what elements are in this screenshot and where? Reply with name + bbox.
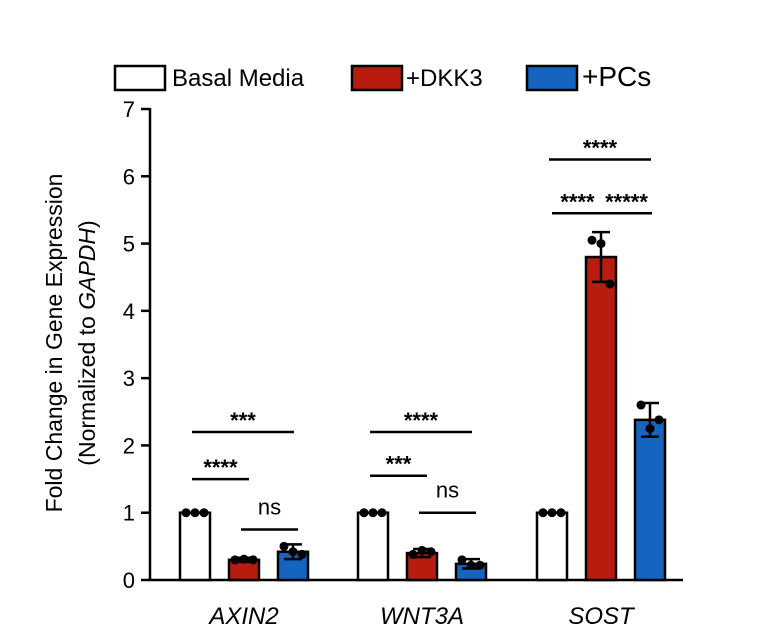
y-axis-label-line1: Fold Change in Gene Expression <box>41 174 67 513</box>
data-point <box>596 239 606 249</box>
y-tick-label: 2 <box>123 433 135 458</box>
legend-label: +DKK3 <box>406 65 483 92</box>
significance-label: **** <box>203 455 238 480</box>
data-point <box>466 560 476 570</box>
data-point <box>426 547 436 557</box>
data-point <box>645 424 655 434</box>
significance-label: **** <box>560 189 595 214</box>
x-tick-label: AXIN2 <box>207 603 278 630</box>
data-point <box>538 508 548 518</box>
bar <box>633 418 667 582</box>
data-point <box>457 555 467 565</box>
data-point <box>475 560 485 570</box>
significance-label: ***** <box>605 189 648 214</box>
data-point <box>239 554 249 564</box>
data-point <box>654 415 664 425</box>
data-point <box>230 555 240 565</box>
data-point <box>199 508 209 518</box>
y-tick-label: 0 <box>123 568 135 593</box>
y-tick-label: 3 <box>123 366 135 391</box>
legend-swatch <box>350 64 404 92</box>
data-point <box>417 545 427 555</box>
y-tick-label: 6 <box>123 164 135 189</box>
significance-annotations: *******ns*******ns******** ***** <box>192 135 652 531</box>
bar <box>535 511 569 582</box>
legend-swatch <box>113 64 167 92</box>
y-tick-label: 7 <box>123 97 135 122</box>
y-tick-label: 5 <box>123 232 135 257</box>
data-point <box>190 508 200 518</box>
legend-label: +PCs <box>582 61 651 92</box>
significance-label: *** <box>230 408 256 433</box>
y-axis-label-prefix: (Normalized to <box>74 310 100 466</box>
bars <box>178 230 667 582</box>
data-point <box>297 549 307 559</box>
data-point <box>279 541 289 551</box>
y-tick-label: 1 <box>123 501 135 526</box>
y-tick-label: 4 <box>123 299 135 324</box>
data-point <box>547 508 557 518</box>
data-point <box>181 508 191 518</box>
data-point <box>636 400 646 410</box>
significance-label: **** <box>583 135 618 160</box>
data-point <box>408 549 418 559</box>
y-axis-label-line2: (Normalized to GAPDH) <box>74 220 100 465</box>
significance-label: *** <box>386 452 412 477</box>
data-point <box>605 279 615 289</box>
y-axis-label-suffix: ) <box>74 220 100 228</box>
data-point <box>248 555 258 565</box>
y-axis-label-gene: GAPDH <box>74 228 100 310</box>
bar <box>584 255 618 582</box>
x-tick-label: WNT3A <box>380 603 464 630</box>
axes: 0 1 2 3 4 5 6 7 AXIN2 WNT3A SOST <box>123 97 683 630</box>
data-point <box>359 508 369 518</box>
significance-label: ns <box>436 478 459 503</box>
x-tick-label: SOST <box>568 603 636 630</box>
y-axis-title: Fold Change in Gene Expression (Normaliz… <box>41 174 100 513</box>
legend: Basal Media +DKK3 +PCs <box>113 61 651 92</box>
bar <box>356 511 390 582</box>
data-point <box>368 508 378 518</box>
data-point <box>288 547 298 557</box>
data-point <box>556 508 566 518</box>
significance-label: ns <box>258 495 281 520</box>
data-point <box>377 508 387 518</box>
bar <box>178 511 212 582</box>
data-point <box>587 235 597 245</box>
significance-label: **** <box>404 408 439 433</box>
legend-swatch <box>525 64 579 92</box>
legend-label: Basal Media <box>172 65 305 92</box>
